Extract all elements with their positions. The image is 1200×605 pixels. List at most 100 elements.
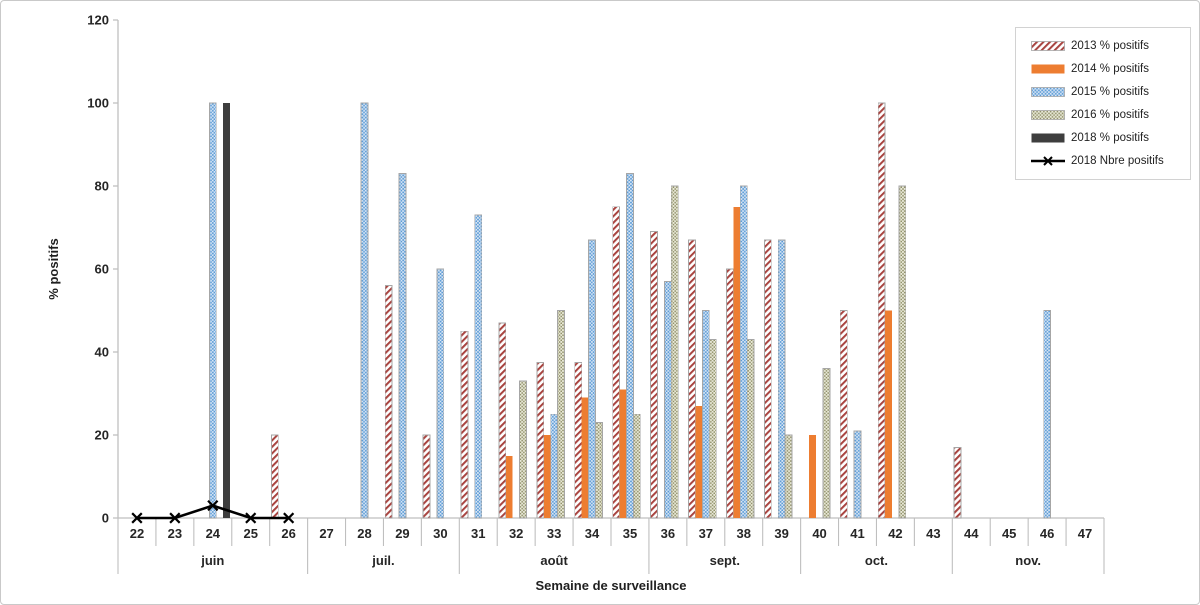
- bar-s2013-w37: [688, 239, 696, 519]
- legend-label: 2016 % positifs: [1071, 108, 1149, 121]
- legend-item: 2014 % positifs: [1016, 57, 1190, 80]
- week-label: 36: [661, 526, 675, 541]
- week-label: 32: [509, 526, 523, 541]
- week-label: 35: [623, 526, 637, 541]
- bar-s2015-w39: [777, 239, 786, 519]
- week-label: 40: [812, 526, 826, 541]
- bar-s2014-w32: [505, 455, 513, 518]
- x-marker: [207, 499, 219, 512]
- bars: [208, 102, 1051, 519]
- bar-s2015-w41: [853, 430, 862, 519]
- bar-s2014-w42: [885, 310, 892, 518]
- bar-s2014-w34: [581, 397, 589, 518]
- bar-s2016-w36: [670, 185, 679, 519]
- y-tick-label: 0: [102, 511, 109, 526]
- bar-s2015-w31: [474, 214, 483, 519]
- week-label: 30: [433, 526, 447, 541]
- line-series-2018: [131, 499, 295, 524]
- legend-item: 2016 % positifs: [1016, 103, 1190, 126]
- week-label: 26: [281, 526, 295, 541]
- bar-s2015-w35: [626, 173, 634, 519]
- bar-s2016-w37: [708, 339, 717, 519]
- bar-s2014-w38: [733, 206, 741, 518]
- bar-s2016-w34: [595, 422, 603, 519]
- month-label: août: [540, 553, 568, 568]
- week-label: 24: [206, 526, 221, 541]
- week-label: 47: [1078, 526, 1092, 541]
- bar-s2013-w30: [422, 434, 431, 519]
- x-marker: [169, 512, 181, 524]
- week-label: 28: [357, 526, 371, 541]
- bar-s2014-w33: [543, 435, 551, 518]
- x-marker: [131, 512, 143, 524]
- bar-s2013-w29: [384, 285, 393, 519]
- week-label: 46: [1040, 526, 1054, 541]
- axes: 0 20 40 60 80 100 120 22 23 24 25 26 27 28 29 30 31 32 33 3…: [87, 13, 1105, 574]
- month-label: juin: [200, 553, 224, 568]
- x-axis-title: Semaine de surveillance: [535, 578, 686, 593]
- bar-s2015-w28: [360, 102, 369, 519]
- week-label: 41: [850, 526, 864, 541]
- bar-s2015-w33: [550, 413, 558, 519]
- legend-swatch-s2013: [1031, 40, 1065, 51]
- week-label: 25: [243, 526, 257, 541]
- y-tick-label: 60: [95, 262, 109, 277]
- bar-s2014-w37: [695, 405, 703, 518]
- y-tick-label: 20: [95, 428, 109, 443]
- bar-s2013-w38: [726, 268, 734, 519]
- week-label: 22: [130, 526, 144, 541]
- legend-item: 2018 % positifs: [1016, 126, 1190, 149]
- bar-s2016-w40: [822, 368, 831, 519]
- legend-label: 2018 % positifs: [1071, 131, 1149, 144]
- legend-item: 2018 Nbre positifs: [1016, 149, 1190, 172]
- bar-s2013-w36: [650, 231, 658, 519]
- week-label: 27: [319, 526, 333, 541]
- legend-swatch-s2016: [1031, 109, 1065, 120]
- y-tick-label: 80: [95, 179, 109, 194]
- bar-s2016-w39: [784, 434, 793, 519]
- x-marker: [283, 512, 295, 524]
- week-label: 42: [888, 526, 902, 541]
- legend-label: 2014 % positifs: [1071, 62, 1149, 75]
- legend-label: 2015 % positifs: [1071, 85, 1149, 98]
- month-label: sept.: [710, 553, 740, 568]
- bar-s2015-w38: [739, 185, 748, 519]
- y-tick-label: 40: [95, 345, 109, 360]
- chart-legend: 2013 % positifs 2014 % positifs 2015 % pos…: [1015, 27, 1191, 180]
- month-label: nov.: [1015, 553, 1041, 568]
- week-label: 44: [964, 526, 979, 541]
- week-label: 37: [699, 526, 713, 541]
- legend-label: 2013 % positifs: [1071, 39, 1149, 52]
- legend-item: 2013 % positifs: [1016, 34, 1190, 57]
- bar-s2015-w46: [1043, 310, 1051, 519]
- week-label: 31: [471, 526, 485, 541]
- month-label: juil.: [371, 553, 394, 568]
- legend-swatch-s2014: [1031, 64, 1065, 73]
- y-tick-label: 120: [87, 13, 109, 28]
- y-axis-title: % positifs: [46, 238, 61, 299]
- week-label: 39: [774, 526, 788, 541]
- bar-s2015-w30: [436, 268, 445, 519]
- bar-s2016-w33: [557, 310, 565, 519]
- week-label: 33: [547, 526, 561, 541]
- bar-s2015-w29: [398, 173, 407, 519]
- week-label: 43: [926, 526, 940, 541]
- week-label: 45: [1002, 526, 1016, 541]
- legend-swatch-line2018: [1031, 155, 1065, 166]
- bar-s2013-w39: [764, 239, 772, 519]
- bar-s2013-w44: [953, 447, 962, 519]
- bar-s2018-w24: [223, 103, 231, 518]
- bar-s2015-w34: [588, 239, 596, 519]
- bar-s2015-w36: [664, 281, 672, 519]
- week-label: 29: [395, 526, 409, 541]
- x-marker: [245, 512, 257, 524]
- bar-s2013-w33: [536, 361, 545, 519]
- bar-s2014-w40: [809, 435, 817, 518]
- week-label: 23: [168, 526, 182, 541]
- bar-s2015-w37: [701, 310, 710, 519]
- bar-s2016-w35: [633, 413, 641, 519]
- y-tick-label: 100: [87, 96, 109, 111]
- bar-s2013-w31: [460, 330, 469, 519]
